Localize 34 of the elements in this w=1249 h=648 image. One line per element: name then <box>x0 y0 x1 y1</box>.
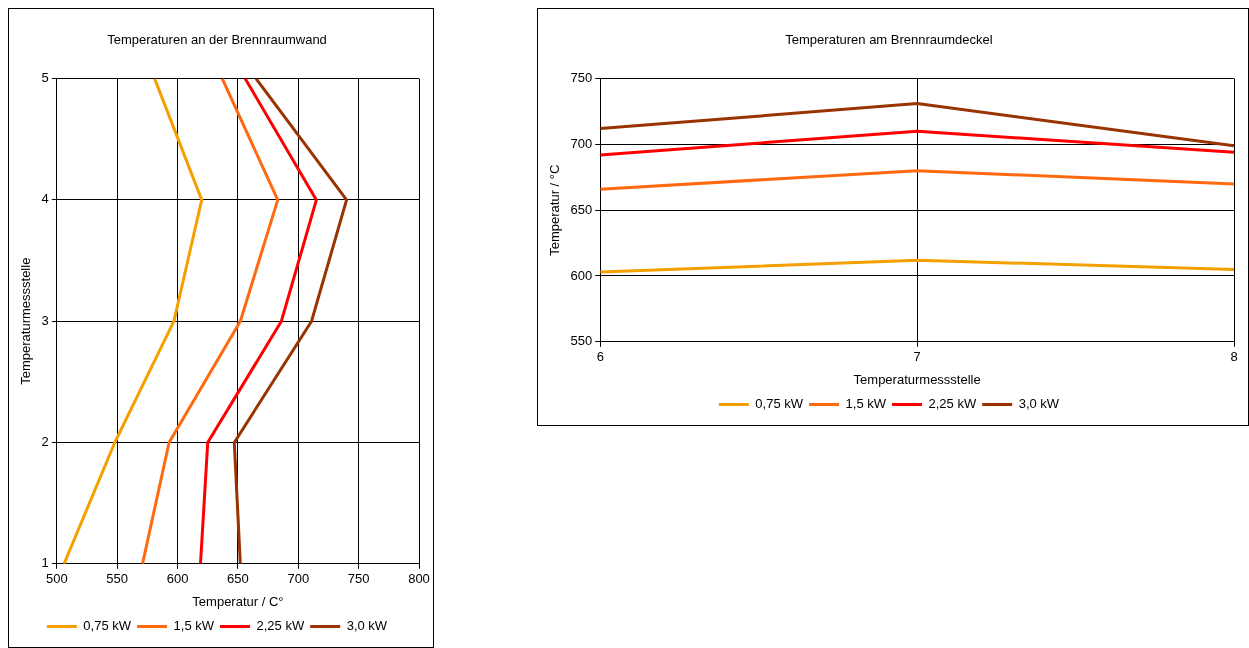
legend-label: 3,0 kW <box>346 618 388 634</box>
x-axis-title: Temperatur / C° <box>192 593 284 609</box>
x-tick-label: 600 <box>166 571 189 587</box>
y-tick-label: 1 <box>41 555 49 571</box>
legend-label: 1,5 kW <box>173 618 215 634</box>
legend-label: 0,75 kW <box>83 618 132 634</box>
x-tick-label: 8 <box>1230 349 1238 365</box>
y-tick-label: 600 <box>570 267 593 283</box>
y-tick-label: 550 <box>570 333 593 349</box>
x-tick-label: 700 <box>287 571 310 587</box>
x-tick-label: 7 <box>913 349 921 365</box>
legend-label: 2,25 kW <box>928 396 977 412</box>
y-tick-label: 3 <box>41 312 49 328</box>
x-tick-label: 800 <box>408 571 430 587</box>
y-tick-label: 700 <box>570 135 593 151</box>
y-tick-label: 2 <box>41 434 49 450</box>
x-tick-label: 750 <box>347 571 370 587</box>
x-tick-label: 6 <box>596 349 604 365</box>
y-tick-label: 4 <box>41 191 49 207</box>
legend-label: 1,5 kW <box>845 396 887 412</box>
y-axis-title: Temperaturmessstelle <box>18 257 34 385</box>
y-tick-label: 650 <box>570 201 593 217</box>
x-axis-title: Temperaturmessstelle <box>853 371 981 387</box>
chart-title: Temperaturen am Brennraumdeckel <box>785 32 993 48</box>
x-tick-label: 550 <box>106 571 129 587</box>
legend-label: 3,0 kW <box>1018 396 1060 412</box>
y-axis-title: Temperatur / °C <box>547 164 563 256</box>
legend-label: 0,75 kW <box>755 396 804 412</box>
legend-label: 2,25 kW <box>256 618 305 634</box>
x-tick-label: 650 <box>227 571 249 587</box>
y-tick-label: 5 <box>41 70 49 86</box>
y-tick-label: 750 <box>570 70 593 86</box>
x-tick-label: 500 <box>45 571 68 587</box>
chart-title: Temperaturen an der Brennraumwand <box>107 32 327 48</box>
